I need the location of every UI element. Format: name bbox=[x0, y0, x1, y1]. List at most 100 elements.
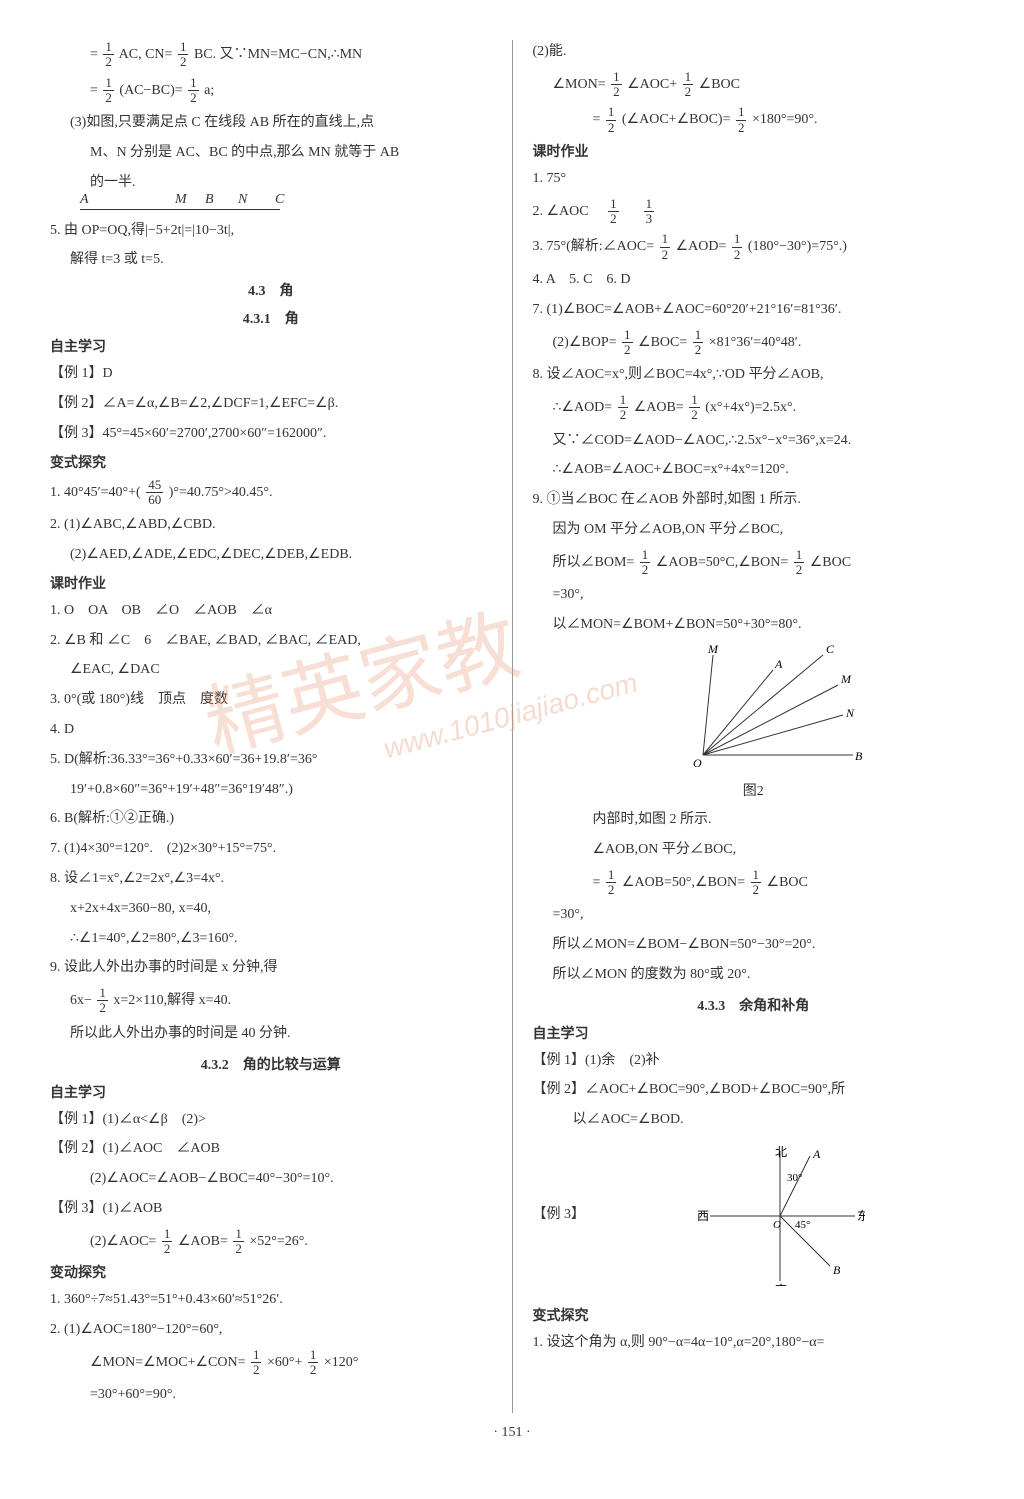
diagram-caption: 图2 bbox=[533, 780, 975, 800]
diagram-label: N bbox=[238, 192, 247, 208]
text-line: 7. (1)4×30°=120°. (2)2×30°+15°=75°. bbox=[50, 837, 492, 861]
text-line: 所以∠BOM= 12 ∠AOB=50°C,∠BON= 12 ∠BOC bbox=[533, 548, 975, 578]
text: ∴∠AOD= bbox=[553, 400, 613, 415]
text: 所以∠BOM= bbox=[553, 555, 635, 570]
text-line: 【例 3】 bbox=[533, 1203, 586, 1227]
fraction: 12 bbox=[732, 232, 743, 262]
fraction: 12 bbox=[97, 986, 108, 1016]
diagram-svg: 北 A 30° 西 O 45° 东 南 B bbox=[695, 1146, 865, 1286]
svg-text:30°: 30° bbox=[787, 1172, 802, 1184]
fraction: 12 bbox=[251, 1348, 262, 1378]
fraction: 12 bbox=[751, 868, 762, 898]
line-diagram: A M B N C bbox=[80, 209, 280, 210]
svg-text:东: 东 bbox=[857, 1209, 865, 1223]
svg-text:A: A bbox=[812, 1147, 821, 1161]
text-line: =30°, bbox=[533, 583, 975, 607]
text bbox=[624, 204, 638, 219]
text-line: (3)如图,只要满足点 C 在线段 AB 所在的直线上,点 bbox=[50, 111, 492, 135]
text-line: =30°, bbox=[533, 903, 975, 927]
text-line: 内部时,如图 2 所示. bbox=[533, 808, 975, 832]
diagram-label: C bbox=[275, 192, 284, 208]
text-line: 2. (1)∠ABC,∠ABD,∠CBD. bbox=[50, 513, 492, 537]
text: = bbox=[90, 47, 98, 62]
text-line: 7. (1)∠BOC=∠AOB+∠AOC=60°20′+21°16′=81°36… bbox=[533, 298, 975, 322]
text-line: 2. ∠AOC 12 13 bbox=[533, 197, 975, 227]
text: AC, CN= bbox=[119, 47, 173, 62]
fraction: 12 bbox=[618, 393, 629, 423]
fraction: 4560 bbox=[146, 478, 163, 508]
section-heading: 自主学习 bbox=[533, 1023, 975, 1043]
column-divider bbox=[512, 40, 513, 1413]
diagram-svg: M A C M N O B bbox=[643, 645, 863, 775]
text: 2. ∠AOC bbox=[533, 204, 603, 219]
text-line: 以∠MON=∠BOM+∠BON=50°+30°=80°. bbox=[533, 613, 975, 637]
svg-text:O: O bbox=[773, 1219, 781, 1231]
text-line: ∴∠AOB=∠AOC+∠BOC=x°+4x°=120°. bbox=[533, 458, 975, 482]
diagram-label: A bbox=[80, 192, 89, 208]
text-line: ∠MON= 12 ∠AOC+ 12 ∠BOC bbox=[533, 70, 975, 100]
text-line: 【例 2】∠A=∠α,∠B=∠2,∠DCF=1,∠EFC=∠β. bbox=[50, 392, 492, 416]
text-line: = 12 (AC−BC)= 12 a; bbox=[50, 76, 492, 106]
svg-text:A: A bbox=[774, 657, 783, 671]
text: )°=40.75°>40.45°. bbox=[169, 485, 273, 500]
section-heading: 4.3 角 bbox=[50, 280, 492, 300]
text: = bbox=[90, 83, 98, 98]
fraction: 12 bbox=[693, 328, 704, 358]
text-line: = 12 AC, CN= 12 BC. 又∵MN=MC−CN,∴MN bbox=[50, 40, 492, 70]
text: = bbox=[593, 112, 601, 127]
text-line: 1. O OA OB ∠O ∠AOB ∠α bbox=[50, 599, 492, 623]
text: ×180°=90°. bbox=[752, 112, 818, 127]
text-line: 【例 3】45°=45×60′=2700′,2700×60″=162000″. bbox=[50, 422, 492, 446]
text-line: ∴∠AOD= 12 ∠AOB= 12 (x°+4x°)=2.5x°. bbox=[533, 393, 975, 423]
text-line: 3. 0°(或 180°)线 顶点 度数 bbox=[50, 688, 492, 712]
section-heading: 自主学习 bbox=[50, 336, 492, 356]
fraction: 12 bbox=[188, 76, 199, 106]
text-line: x+2x+4x=360−80, x=40, bbox=[50, 897, 492, 921]
text-line: 4. A 5. C 6. D bbox=[533, 268, 975, 292]
text-line: 【例 1】(1)余 (2)补 bbox=[533, 1049, 975, 1073]
text: ∠MON=∠MOC+∠CON= bbox=[90, 1355, 245, 1370]
section-heading: 4.3.2 角的比较与运算 bbox=[50, 1054, 492, 1074]
text-line: 5. D(解析:36.33°=36°+0.33×60′=36+19.8′=36° bbox=[50, 748, 492, 772]
page-number: · 151 · bbox=[50, 1425, 974, 1441]
text: ∠BOC bbox=[767, 875, 808, 890]
svg-text:西: 西 bbox=[697, 1209, 709, 1223]
fraction: 12 bbox=[660, 232, 671, 262]
text-line: (2)∠AOC=∠AOB−∠BOC=40°−30°=10°. bbox=[50, 1167, 492, 1191]
text-line: (2)∠AOC= 12 ∠AOB= 12 ×52°=26°. bbox=[50, 1227, 492, 1257]
fraction: 13 bbox=[644, 197, 655, 227]
fraction: 12 bbox=[162, 1227, 173, 1257]
text-line: 【例 2】∠AOC+∠BOC=90°,∠BOD+∠BOC=90°,所 bbox=[533, 1078, 975, 1102]
text-line: 2. (1)∠AOC=180°−120°=60°, bbox=[50, 1318, 492, 1342]
text: ×52°=26°. bbox=[249, 1234, 308, 1249]
text: ∠MON= bbox=[553, 77, 606, 92]
text-line: ∠MON=∠MOC+∠CON= 12 ×60°+ 12 ×120° bbox=[50, 1348, 492, 1378]
text: (x°+4x°)=2.5x°. bbox=[705, 400, 796, 415]
svg-text:M: M bbox=[840, 672, 852, 686]
text: ∠AOB=50°C,∠BON= bbox=[656, 555, 788, 570]
svg-text:C: C bbox=[826, 645, 835, 656]
text-line: 的一半. bbox=[50, 171, 492, 195]
text: ×120° bbox=[324, 1355, 359, 1370]
compass-diagram: 北 A 30° 西 O 45° 东 南 B bbox=[585, 1146, 974, 1291]
text: ∠AOB=50°,∠BON= bbox=[622, 875, 745, 890]
text: (∠AOC+∠BOC)= bbox=[622, 112, 731, 127]
text-line: 因为 OM 平分∠AOB,ON 平分∠BOC, bbox=[533, 518, 975, 542]
section-heading: 课时作业 bbox=[50, 573, 492, 593]
svg-text:南: 南 bbox=[775, 1282, 787, 1286]
fraction: 12 bbox=[640, 548, 651, 578]
text-line: 所以∠MON 的度数为 80°或 20°. bbox=[533, 963, 975, 987]
text: = bbox=[593, 875, 601, 890]
fraction: 12 bbox=[683, 70, 694, 100]
text: (2)∠AOC= bbox=[90, 1234, 156, 1249]
fraction: 12 bbox=[233, 1227, 244, 1257]
text-line: 1. 360°÷7≈51.43°=51°+0.43×60′≈51°26′. bbox=[50, 1288, 492, 1312]
text: ∠BOC bbox=[699, 77, 740, 92]
fraction: 12 bbox=[308, 1348, 319, 1378]
fraction: 12 bbox=[103, 40, 114, 70]
section-heading: 变动探究 bbox=[50, 1262, 492, 1282]
fraction: 12 bbox=[178, 40, 189, 70]
fraction: 12 bbox=[622, 328, 633, 358]
svg-text:北: 北 bbox=[775, 1146, 787, 1159]
text: 1. 40°45′=40°+( bbox=[50, 485, 141, 500]
